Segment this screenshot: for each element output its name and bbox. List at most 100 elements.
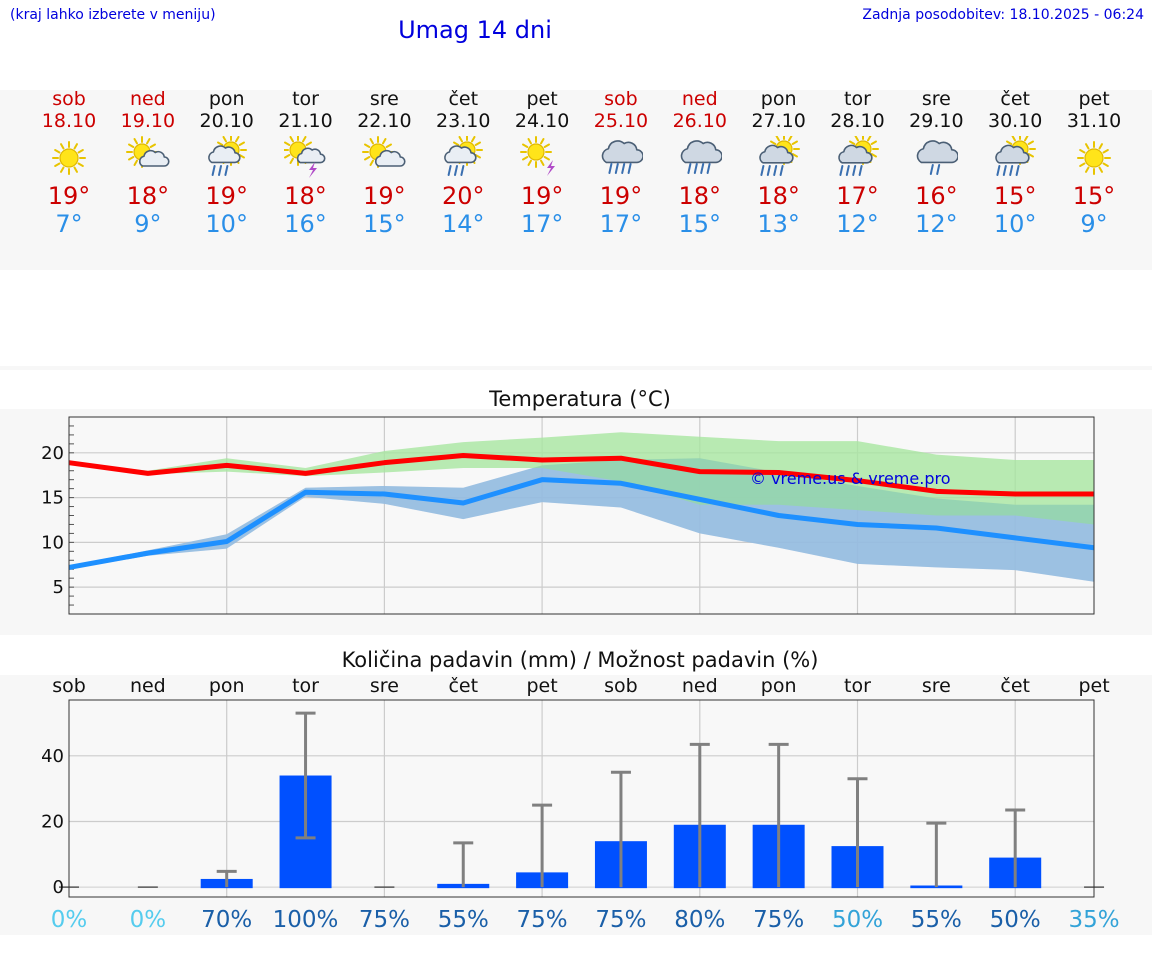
- cloud-heavy-rain-icon: [601, 140, 643, 174]
- day-name: sre: [921, 88, 951, 110]
- temp-max: 19°: [205, 182, 248, 210]
- min-temp-line: [68, 477, 1095, 570]
- y-tick-label: 15: [41, 488, 64, 509]
- cloud-heavy-rain-icon: [680, 140, 722, 174]
- sun-cloud-heavy-rain-icon: [995, 136, 1037, 176]
- day-column: pon 20.10 19° 10°: [187, 88, 267, 238]
- temp-max: 19°: [363, 182, 406, 210]
- temp-max: 18°: [126, 182, 170, 210]
- temp-max: 19°: [599, 182, 643, 210]
- day-column: sob 18.10 19° 7°: [29, 88, 109, 238]
- day-date: 20.10: [199, 110, 254, 132]
- y-tick-label: 40: [41, 746, 64, 767]
- temp-min: 12°: [915, 210, 958, 238]
- day-date: 21.10: [278, 110, 333, 132]
- temp-min: 10°: [205, 210, 248, 238]
- y-tick-label: 10: [41, 532, 64, 553]
- max-temp-line: [68, 453, 1095, 497]
- category-label: sre: [370, 675, 399, 697]
- precipitation-chance: 35%: [1068, 907, 1119, 933]
- day-name: tor: [844, 88, 871, 110]
- day-name: pet: [526, 88, 558, 110]
- day-column: čet 30.10 15° 10°: [975, 88, 1055, 238]
- temp-max: 18°: [757, 182, 800, 210]
- temp-min: 15°: [678, 210, 722, 238]
- day-date: 22.10: [357, 110, 412, 132]
- day-column: tor 28.10 17° 12°: [818, 88, 898, 238]
- precipitation-chart: sob ned pon tor sre čet pet sob ned pon tor sre čet p…: [41, 675, 1120, 933]
- category-label: pet: [526, 675, 557, 697]
- temp-min: 15°: [363, 210, 406, 238]
- precipitation-chance: 0%: [130, 907, 167, 933]
- day-column: sre 29.10 16° 12°: [896, 88, 976, 238]
- temp-max: 15°: [993, 182, 1037, 210]
- day-column: tor 21.10 18° 16°: [266, 88, 346, 238]
- category-label: sre: [922, 675, 951, 697]
- y-tick-label: 20: [41, 811, 64, 832]
- day-name: ned: [129, 88, 166, 110]
- category-label: tor: [292, 675, 319, 697]
- category-label: ned: [682, 675, 718, 697]
- category-label: tor: [844, 675, 871, 697]
- day-name: čet: [448, 88, 479, 110]
- precipitation-chance: 50%: [990, 907, 1041, 933]
- y-tick-label: 5: [53, 577, 64, 598]
- precipitation-chance: 75%: [595, 907, 646, 933]
- sun-cloud-heavy-rain-icon: [837, 136, 879, 176]
- day-column: sob 25.10 19° 17°: [581, 88, 661, 238]
- temp-min: 7°: [55, 210, 83, 238]
- temp-max: 15°: [1072, 182, 1116, 210]
- sun-cloud-heavy-rain-icon: [758, 136, 800, 176]
- cloud-rain-icon: [917, 140, 959, 175]
- day-name: ned: [681, 88, 718, 110]
- y-tick-label: 0: [53, 877, 64, 898]
- day-name: pon: [760, 88, 797, 110]
- day-date: 18.10: [41, 110, 97, 132]
- temp-max: 16°: [915, 182, 958, 210]
- temp-min: 17°: [520, 210, 564, 238]
- temperature-chart-title: Temperatura (°C): [489, 387, 671, 411]
- day-column: čet 23.10 20° 14°: [423, 88, 503, 238]
- temp-min: 14°: [441, 210, 485, 238]
- temp-max: 20°: [441, 182, 485, 210]
- temp-max: 18°: [678, 182, 722, 210]
- separator-band: [0, 366, 1152, 370]
- day-date: 29.10: [909, 110, 964, 132]
- category-label: ned: [130, 675, 166, 697]
- plot-area: [69, 700, 1094, 897]
- precipitation-chance: 50%: [832, 907, 883, 933]
- sun-icon: [52, 141, 86, 175]
- precipitation-chance: 55%: [911, 907, 962, 933]
- last-update: Zadnja posodobitev: 18.10.2025 - 06:24: [862, 7, 1144, 23]
- day-column: pon 27.10 18° 13°: [739, 88, 819, 238]
- overlap-band: [69, 458, 1095, 582]
- day-column: sre 22.10 19° 15°: [344, 88, 424, 238]
- temp-max: 17°: [836, 182, 879, 210]
- page-title: Umag 14 dni: [398, 16, 552, 44]
- category-label: pet: [1078, 675, 1109, 697]
- temp-min: 9°: [134, 210, 162, 238]
- temp-min: 13°: [757, 210, 800, 238]
- precipitation-chance: 0%: [51, 907, 88, 933]
- day-name: pet: [1078, 88, 1110, 110]
- day-date: 30.10: [987, 110, 1043, 132]
- sun-icon: [1077, 141, 1112, 175]
- precipitation-chart-title: Količina padavin (mm) / Možnost padavin …: [341, 648, 819, 672]
- temp-min: 12°: [836, 210, 879, 238]
- day-column: ned 26.10 18° 15°: [660, 88, 740, 238]
- temp-min: 10°: [993, 210, 1037, 238]
- temperature-chart: 5 10 15 20 © vreme.us & vreme.pro: [41, 416, 1095, 615]
- precipitation-chance: 75%: [359, 907, 410, 933]
- temp-min: 17°: [599, 210, 643, 238]
- day-date: 27.10: [751, 110, 806, 132]
- sun-cloud-rain-icon: [444, 136, 484, 176]
- watermark: © vreme.us & vreme.pro: [750, 469, 951, 488]
- forecast-band: [0, 90, 1152, 270]
- sun-cloud-thunder-icon: [283, 136, 326, 178]
- temp-max: 19°: [520, 182, 564, 210]
- plot-frame: [68, 416, 1095, 615]
- day-name: čet: [1000, 88, 1030, 110]
- precipitation-chance: 75%: [517, 907, 568, 933]
- day-column: pet 24.10 19° 17°: [502, 88, 582, 238]
- category-label: pon: [761, 675, 797, 697]
